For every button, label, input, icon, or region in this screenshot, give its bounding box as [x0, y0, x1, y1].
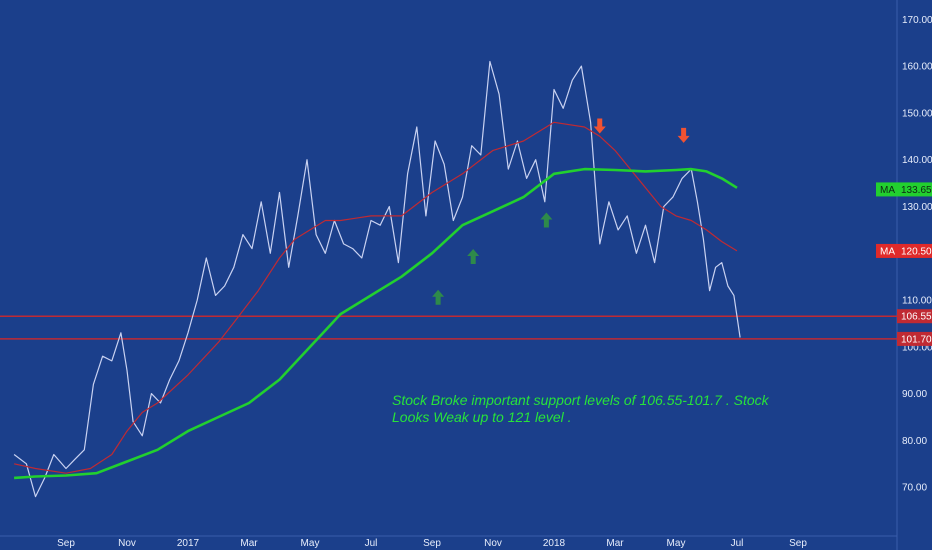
x-tick-label: Mar: [606, 538, 624, 549]
x-tick-label: 2018: [543, 538, 566, 549]
y-tick-label: 140.00: [902, 155, 932, 166]
y-tick-label: 100.00: [902, 342, 932, 353]
x-tick-label: Sep: [423, 538, 441, 549]
chart-annotation: Stock Broke important support levels of …: [392, 392, 769, 425]
ma-tag-label: MA: [880, 246, 895, 257]
support-value-label: 106.55: [901, 312, 932, 323]
ma-tag-badge: [876, 243, 897, 258]
y-tick-label: 160.00: [902, 62, 932, 73]
x-tick-label: Nov: [484, 538, 502, 549]
y-tick-label: 90.00: [902, 389, 927, 400]
x-tick-label: 2017: [177, 538, 200, 549]
support-value-badge: [897, 309, 932, 324]
up-arrow-marker: [432, 289, 445, 305]
x-tick-label: Jul: [365, 538, 378, 549]
x-tick-label: Sep: [789, 538, 807, 549]
x-tick-label: Sep: [57, 538, 75, 549]
up-arrow-marker: [467, 249, 480, 265]
x-tick-label: May: [301, 538, 320, 549]
ma-value-badge: [897, 182, 932, 197]
y-tick-label: 70.00: [902, 483, 927, 494]
y-axis-panel: [897, 0, 932, 550]
y-tick-label: 170.00: [902, 15, 932, 26]
ma-value-label: 120.50: [901, 246, 932, 257]
price-series-line: [13, 60, 741, 498]
ma-tag-label: MA: [880, 185, 895, 196]
down-arrow-marker: [677, 127, 690, 143]
y-tick-label: 110.00: [902, 296, 932, 307]
x-tick-label: May: [667, 538, 686, 549]
y-tick-label: 150.00: [902, 108, 932, 119]
up-arrow-marker: [540, 212, 553, 228]
ma-value-label: 133.65: [901, 185, 932, 196]
y-tick-label: 80.00: [902, 436, 927, 447]
down-arrow-marker: [593, 118, 606, 134]
ma-tag-badge: [876, 182, 897, 197]
ma-red-series-line: [13, 121, 738, 474]
ma-green-series-line: [14, 167, 738, 480]
x-tick-label: Jul: [731, 538, 744, 549]
x-tick-label: Mar: [240, 538, 258, 549]
support-value-badge: [897, 331, 932, 346]
x-tick-label: Nov: [118, 538, 136, 549]
support-value-label: 101.70: [901, 334, 932, 345]
y-tick-label: 130.00: [902, 202, 932, 213]
ma-value-badge: [897, 243, 932, 258]
